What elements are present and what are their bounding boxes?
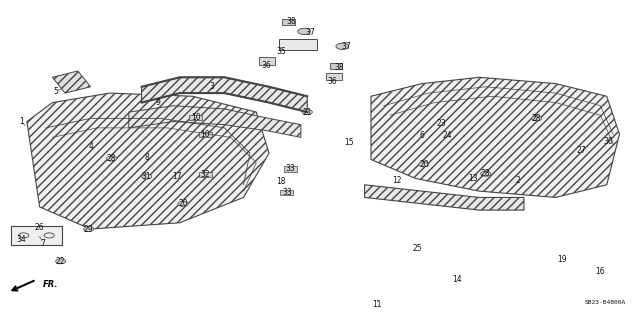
Text: SB23-B4800A: SB23-B4800A bbox=[584, 300, 626, 305]
Text: 37: 37 bbox=[305, 28, 315, 37]
Text: 22: 22 bbox=[56, 257, 65, 266]
Circle shape bbox=[532, 116, 541, 121]
Text: 28: 28 bbox=[481, 169, 490, 178]
Circle shape bbox=[178, 201, 188, 206]
Text: 30: 30 bbox=[603, 137, 613, 146]
Text: 13: 13 bbox=[468, 174, 477, 183]
Text: 18: 18 bbox=[276, 177, 285, 186]
Text: 24: 24 bbox=[443, 131, 452, 140]
Polygon shape bbox=[141, 77, 307, 112]
Text: 35: 35 bbox=[277, 48, 287, 56]
Text: 23: 23 bbox=[436, 119, 446, 128]
Text: 19: 19 bbox=[557, 255, 567, 263]
Polygon shape bbox=[129, 106, 301, 137]
Text: 5: 5 bbox=[53, 87, 58, 96]
Text: 31: 31 bbox=[142, 172, 152, 181]
Circle shape bbox=[84, 226, 94, 232]
Polygon shape bbox=[52, 71, 91, 93]
Text: 11: 11 bbox=[372, 300, 382, 309]
Circle shape bbox=[336, 43, 349, 49]
Text: 36: 36 bbox=[328, 77, 338, 85]
Bar bbox=[259, 57, 275, 65]
Text: 28: 28 bbox=[532, 114, 541, 123]
Text: 32: 32 bbox=[200, 170, 210, 179]
Bar bbox=[189, 115, 202, 120]
Text: 28: 28 bbox=[107, 154, 116, 163]
Bar bbox=[280, 190, 293, 195]
Text: 25: 25 bbox=[413, 243, 422, 253]
Text: 37: 37 bbox=[342, 42, 351, 51]
Text: 7: 7 bbox=[40, 239, 45, 248]
Text: 20: 20 bbox=[419, 160, 429, 169]
Circle shape bbox=[419, 162, 429, 167]
Text: 15: 15 bbox=[344, 137, 353, 147]
Text: 21: 21 bbox=[303, 108, 312, 116]
Circle shape bbox=[298, 28, 310, 34]
Text: 27: 27 bbox=[577, 145, 586, 154]
Bar bbox=[199, 132, 212, 137]
Polygon shape bbox=[282, 19, 294, 25]
Polygon shape bbox=[371, 77, 620, 197]
Text: 14: 14 bbox=[452, 275, 462, 284]
Text: 16: 16 bbox=[596, 267, 605, 276]
Text: 1: 1 bbox=[19, 117, 24, 126]
Bar bbox=[278, 39, 317, 50]
Text: 36: 36 bbox=[261, 61, 271, 70]
Polygon shape bbox=[330, 63, 342, 69]
Polygon shape bbox=[365, 185, 524, 210]
Text: 9: 9 bbox=[155, 98, 160, 107]
Bar bbox=[199, 172, 212, 177]
Text: 38: 38 bbox=[287, 18, 296, 26]
Text: 10: 10 bbox=[191, 113, 200, 122]
Text: 3: 3 bbox=[209, 82, 214, 91]
Text: 26: 26 bbox=[35, 223, 44, 232]
Text: 34: 34 bbox=[17, 235, 27, 244]
Circle shape bbox=[106, 156, 116, 161]
Bar bbox=[284, 167, 297, 172]
Text: 10: 10 bbox=[200, 130, 210, 139]
Circle shape bbox=[302, 109, 312, 115]
Text: 17: 17 bbox=[172, 172, 181, 182]
Text: 20: 20 bbox=[178, 199, 188, 208]
Text: 12: 12 bbox=[392, 175, 401, 185]
Circle shape bbox=[141, 174, 152, 179]
Text: FR.: FR. bbox=[43, 280, 58, 289]
Text: 8: 8 bbox=[144, 153, 149, 162]
Text: 33: 33 bbox=[286, 165, 296, 174]
Bar bbox=[326, 72, 342, 80]
Text: 2: 2 bbox=[515, 175, 520, 185]
Text: 4: 4 bbox=[88, 142, 93, 151]
Circle shape bbox=[56, 259, 66, 264]
Text: 33: 33 bbox=[282, 188, 292, 197]
Circle shape bbox=[481, 171, 491, 176]
Text: 38: 38 bbox=[334, 63, 344, 72]
Text: 29: 29 bbox=[84, 225, 93, 234]
Bar bbox=[11, 226, 62, 245]
Text: 6: 6 bbox=[419, 131, 424, 140]
Polygon shape bbox=[27, 93, 269, 229]
